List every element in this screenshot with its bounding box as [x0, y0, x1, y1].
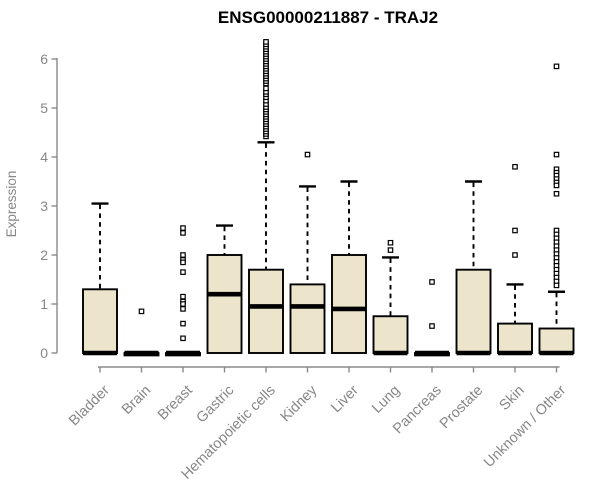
y-tick-label: 1: [40, 296, 48, 312]
x-category-label: Prostate: [437, 383, 486, 432]
outlier-point: [553, 182, 560, 189]
outlier-point: [263, 85, 269, 92]
boxplot-hematopoietic-cells: [248, 39, 284, 354]
outlier-point: [263, 39, 269, 45]
x-category-label: Brain: [119, 383, 154, 418]
axes-layer: 0 1 2 3 4 5 6 Bladder Brain BreastGastricHematopo…: [40, 51, 569, 483]
y-tick-label: 0: [40, 345, 48, 361]
boxplot-gastric: [206, 224, 243, 354]
chart-title: ENSG00000211887 - TRAJ2: [218, 8, 438, 27]
iqr-box: [455, 268, 492, 354]
iqr-box: [372, 315, 409, 354]
outlier-point: [180, 293, 186, 300]
outlier-point: [180, 269, 186, 275]
x-category-label: Breast: [155, 383, 196, 424]
y-tick-label: 6: [40, 51, 48, 67]
outlier-point: [387, 247, 394, 253]
outlier-point: [553, 63, 560, 70]
boxes-layer: [82, 39, 575, 357]
outlier-point: [180, 252, 186, 258]
x-category-label: Lung: [369, 383, 403, 417]
y-axis: 0 1 2 3 4 5 6: [40, 51, 58, 361]
boxplot-liver: [331, 180, 367, 354]
iqr-box: [331, 254, 367, 354]
outlier-point: [180, 301, 186, 307]
boxplot-bladder: [82, 202, 118, 356]
boxplot-breast: [165, 225, 201, 357]
outlier-point: [180, 320, 186, 327]
y-tick-label: 5: [40, 100, 48, 116]
boxplot-pancreas: [414, 279, 450, 357]
boxplot-kidney: [289, 151, 326, 354]
boxplot-unknown-other: [538, 63, 575, 356]
outlier-point: [512, 164, 518, 170]
boxplot-prostate: [455, 180, 492, 356]
outlier-point: [553, 151, 560, 158]
x-category-label: Liver: [328, 382, 362, 416]
y-tick-label: 4: [40, 149, 48, 165]
iqr-box: [497, 322, 533, 354]
iqr-box: [538, 327, 575, 354]
y-tick-label: 2: [40, 247, 48, 263]
outlier-point: [512, 252, 518, 258]
outlier-point: [429, 323, 435, 329]
outlier-point: [180, 225, 186, 231]
x-category-label: Bladder: [66, 382, 113, 429]
outlier-point: [429, 279, 435, 285]
outlier-point: [180, 306, 186, 312]
iqr-box: [82, 288, 118, 354]
boxplot-skin: [497, 164, 533, 356]
outlier-point: [553, 190, 560, 197]
x-category-label: Skin: [497, 383, 528, 414]
outlier-point: [512, 227, 518, 234]
outlier-point: [180, 259, 186, 266]
outlier-point: [138, 308, 145, 315]
y-tick-label: 3: [40, 198, 48, 214]
outlier-point: [180, 230, 186, 236]
x-category-label: Kidney: [278, 382, 321, 425]
outlier-point: [553, 282, 560, 289]
outlier-point: [304, 151, 311, 158]
iqr-box: [248, 268, 284, 354]
outlier-point: [387, 239, 394, 246]
y-axis-label: Expression: [4, 171, 19, 238]
iqr-box: [206, 254, 243, 354]
outlier-point: [180, 335, 186, 342]
boxplot-brain: [123, 308, 160, 357]
iqr-box: [289, 283, 326, 354]
boxplot-lung: [372, 239, 409, 356]
